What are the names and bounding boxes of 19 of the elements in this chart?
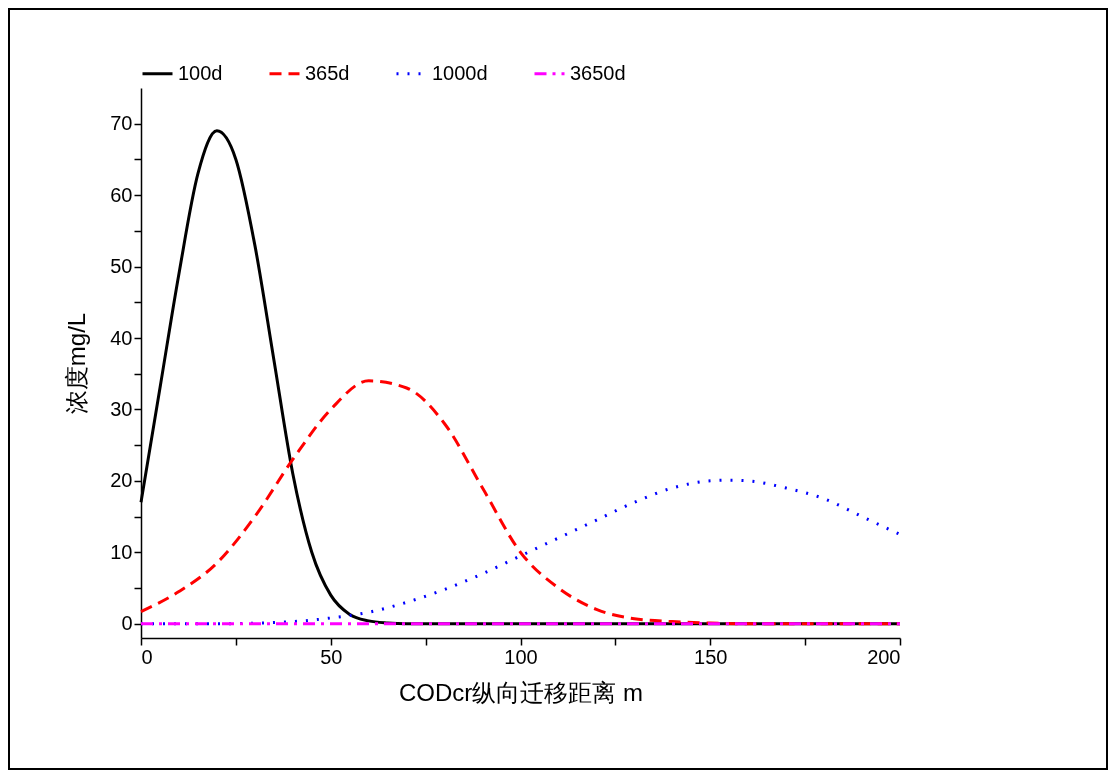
- x-tick-label: 50: [320, 645, 343, 668]
- x-tick-label: 0: [141, 645, 153, 668]
- x-tick-label: 200: [867, 645, 901, 668]
- y-tick-label: 40: [110, 326, 133, 349]
- y-tick-label: 10: [110, 540, 133, 563]
- legend-label: 3650d: [570, 61, 626, 84]
- legend-label: 100d: [178, 61, 223, 84]
- y-tick-label: 70: [110, 112, 133, 135]
- legend-label: 1000d: [432, 61, 488, 84]
- y-axis-title: 浓度mg/L: [63, 312, 91, 415]
- y-tick-label: 20: [110, 469, 133, 492]
- legend-label: 365d: [305, 61, 350, 84]
- x-axis-title: CODcr纵向迁移距离 m: [399, 678, 643, 706]
- y-tick-label: 60: [110, 183, 133, 206]
- y-tick-label: 30: [110, 397, 133, 420]
- y-tick-label: 50: [110, 255, 133, 278]
- y-tick-label: 0: [121, 612, 133, 635]
- x-tick-label: 100: [504, 645, 538, 668]
- x-tick-label: 150: [694, 645, 728, 668]
